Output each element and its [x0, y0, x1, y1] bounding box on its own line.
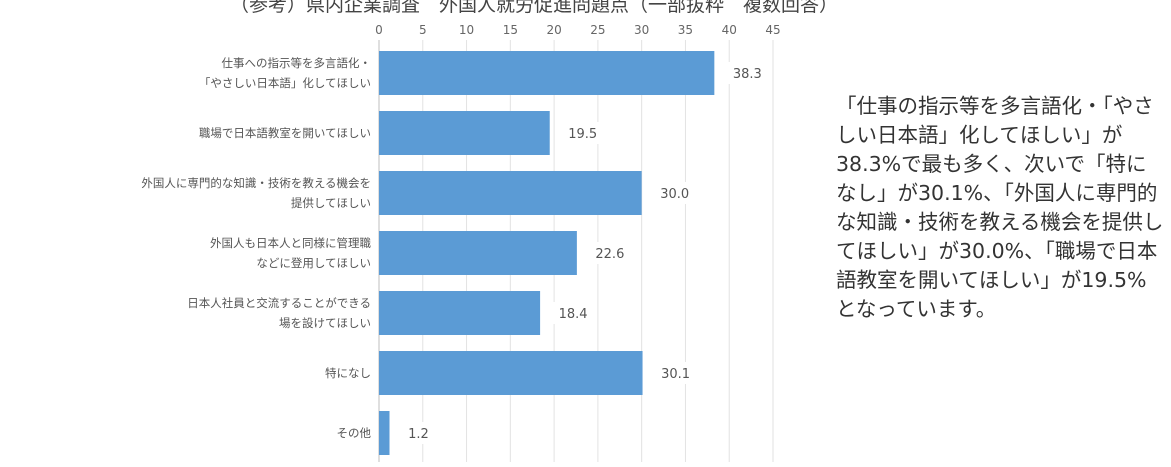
category-label: 職場で日本語教室を開いてほしい [199, 126, 371, 140]
x-tick-label: 40 [722, 23, 737, 37]
chart-commentary: 「仕事の指示等を多言語化・「やさしい日本語」化してほしい」が38.3%で最も多く… [836, 94, 1164, 321]
x-tick-label: 5 [419, 23, 427, 37]
bar [379, 111, 550, 155]
category-label: 場を設けてほしい [279, 316, 371, 330]
x-tick-label: 20 [546, 23, 561, 37]
x-tick-label: 35 [678, 23, 693, 37]
bars [379, 51, 715, 455]
category-label: 「やさしい日本語」化してほしい [199, 76, 371, 90]
data-label: 22.6 [595, 247, 624, 262]
category-label: 仕事への指示等を多言語化・ [222, 56, 372, 70]
bar [379, 231, 577, 275]
bar-chart: 0 5 10 15 20 25 30 35 40 45 仕事への指示等を多言語化・「やさしい日本語… [141, 23, 781, 462]
x-tick-label: 30 [634, 23, 649, 37]
category-label: 特になし [325, 366, 371, 380]
data-label-box [651, 182, 698, 204]
category-label: 日本人社員と交流することができる [187, 296, 371, 310]
category-label: 外国人に専門的な知識・技術を教える機会を [141, 176, 371, 190]
bar [379, 291, 541, 335]
category-label: 提供してほしい [291, 196, 371, 210]
bar [379, 51, 715, 95]
data-label-box [586, 242, 633, 264]
data-label: 38.3 [733, 67, 762, 82]
data-label-box [399, 422, 438, 444]
data-label-box [724, 62, 771, 84]
x-tick-label: 10 [459, 23, 474, 37]
category-label: その他 [337, 426, 372, 440]
bar [379, 411, 390, 455]
data-label: 30.0 [660, 187, 689, 202]
x-tick-label: 15 [503, 23, 518, 37]
data-labels: 38.3 19.5 30.0 22.6 18.4 30.1 1.2 [399, 62, 771, 444]
x-tick-label: 0 [375, 23, 383, 37]
x-tick-label: 25 [590, 23, 605, 37]
x-axis-tick-labels: 0 5 10 15 20 25 30 35 40 45 [375, 23, 780, 37]
data-label: 30.1 [661, 367, 690, 382]
category-label: 外国人も日本人と同様に管理職 [210, 236, 371, 250]
bar [379, 171, 642, 215]
data-label-box [652, 362, 699, 384]
chart-title: （参考）県内企業調査 外国人就労促進問題点（一部抜粋 複数回答） [230, 0, 839, 16]
data-label: 19.5 [568, 127, 597, 142]
category-labels: 仕事への指示等を多言語化・「やさしい日本語」化してほしい職場で日本語教室を開いて… [141, 56, 371, 440]
data-label: 18.4 [559, 307, 588, 322]
category-label: などに登用してほしい [256, 256, 371, 270]
x-tick-label: 45 [765, 23, 780, 37]
bar [379, 351, 643, 395]
data-label: 1.2 [408, 427, 429, 442]
data-label-box [550, 302, 597, 324]
data-label-box [559, 122, 606, 144]
